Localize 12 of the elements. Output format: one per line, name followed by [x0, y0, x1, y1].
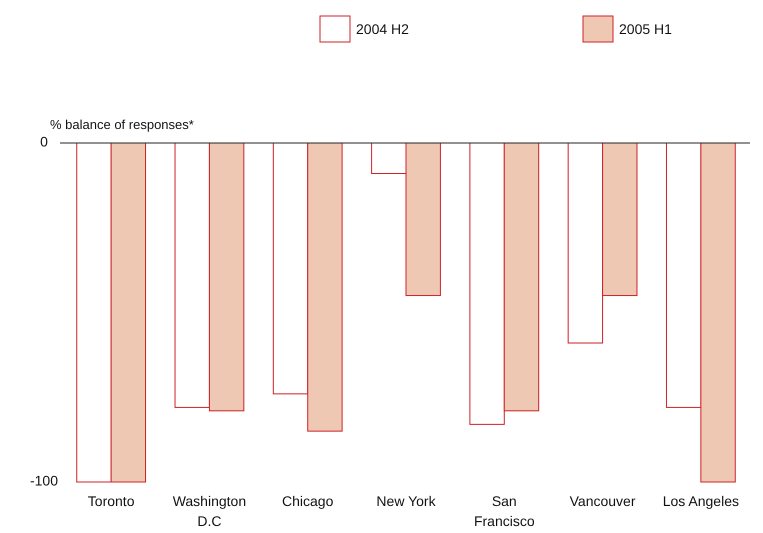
x-tick-label: Toronto: [88, 493, 135, 509]
x-tick-label: Chicago: [282, 493, 334, 509]
y-tick-label: -100: [30, 472, 58, 489]
y-axis-title: % balance of responses*: [50, 117, 194, 132]
x-tick-label: Washington D.C: [172, 493, 246, 529]
y-tick-label: 0: [40, 134, 48, 150]
x-tick-label: Los Angeles: [662, 493, 740, 509]
x-tick-label: Vancouver: [570, 493, 636, 509]
legend-label: 2004 H2: [356, 21, 410, 37]
x-tick-label: San Francisco: [474, 493, 535, 529]
legend-label: 2005 H1: [619, 21, 672, 37]
x-tick-label: New York: [376, 493, 437, 509]
